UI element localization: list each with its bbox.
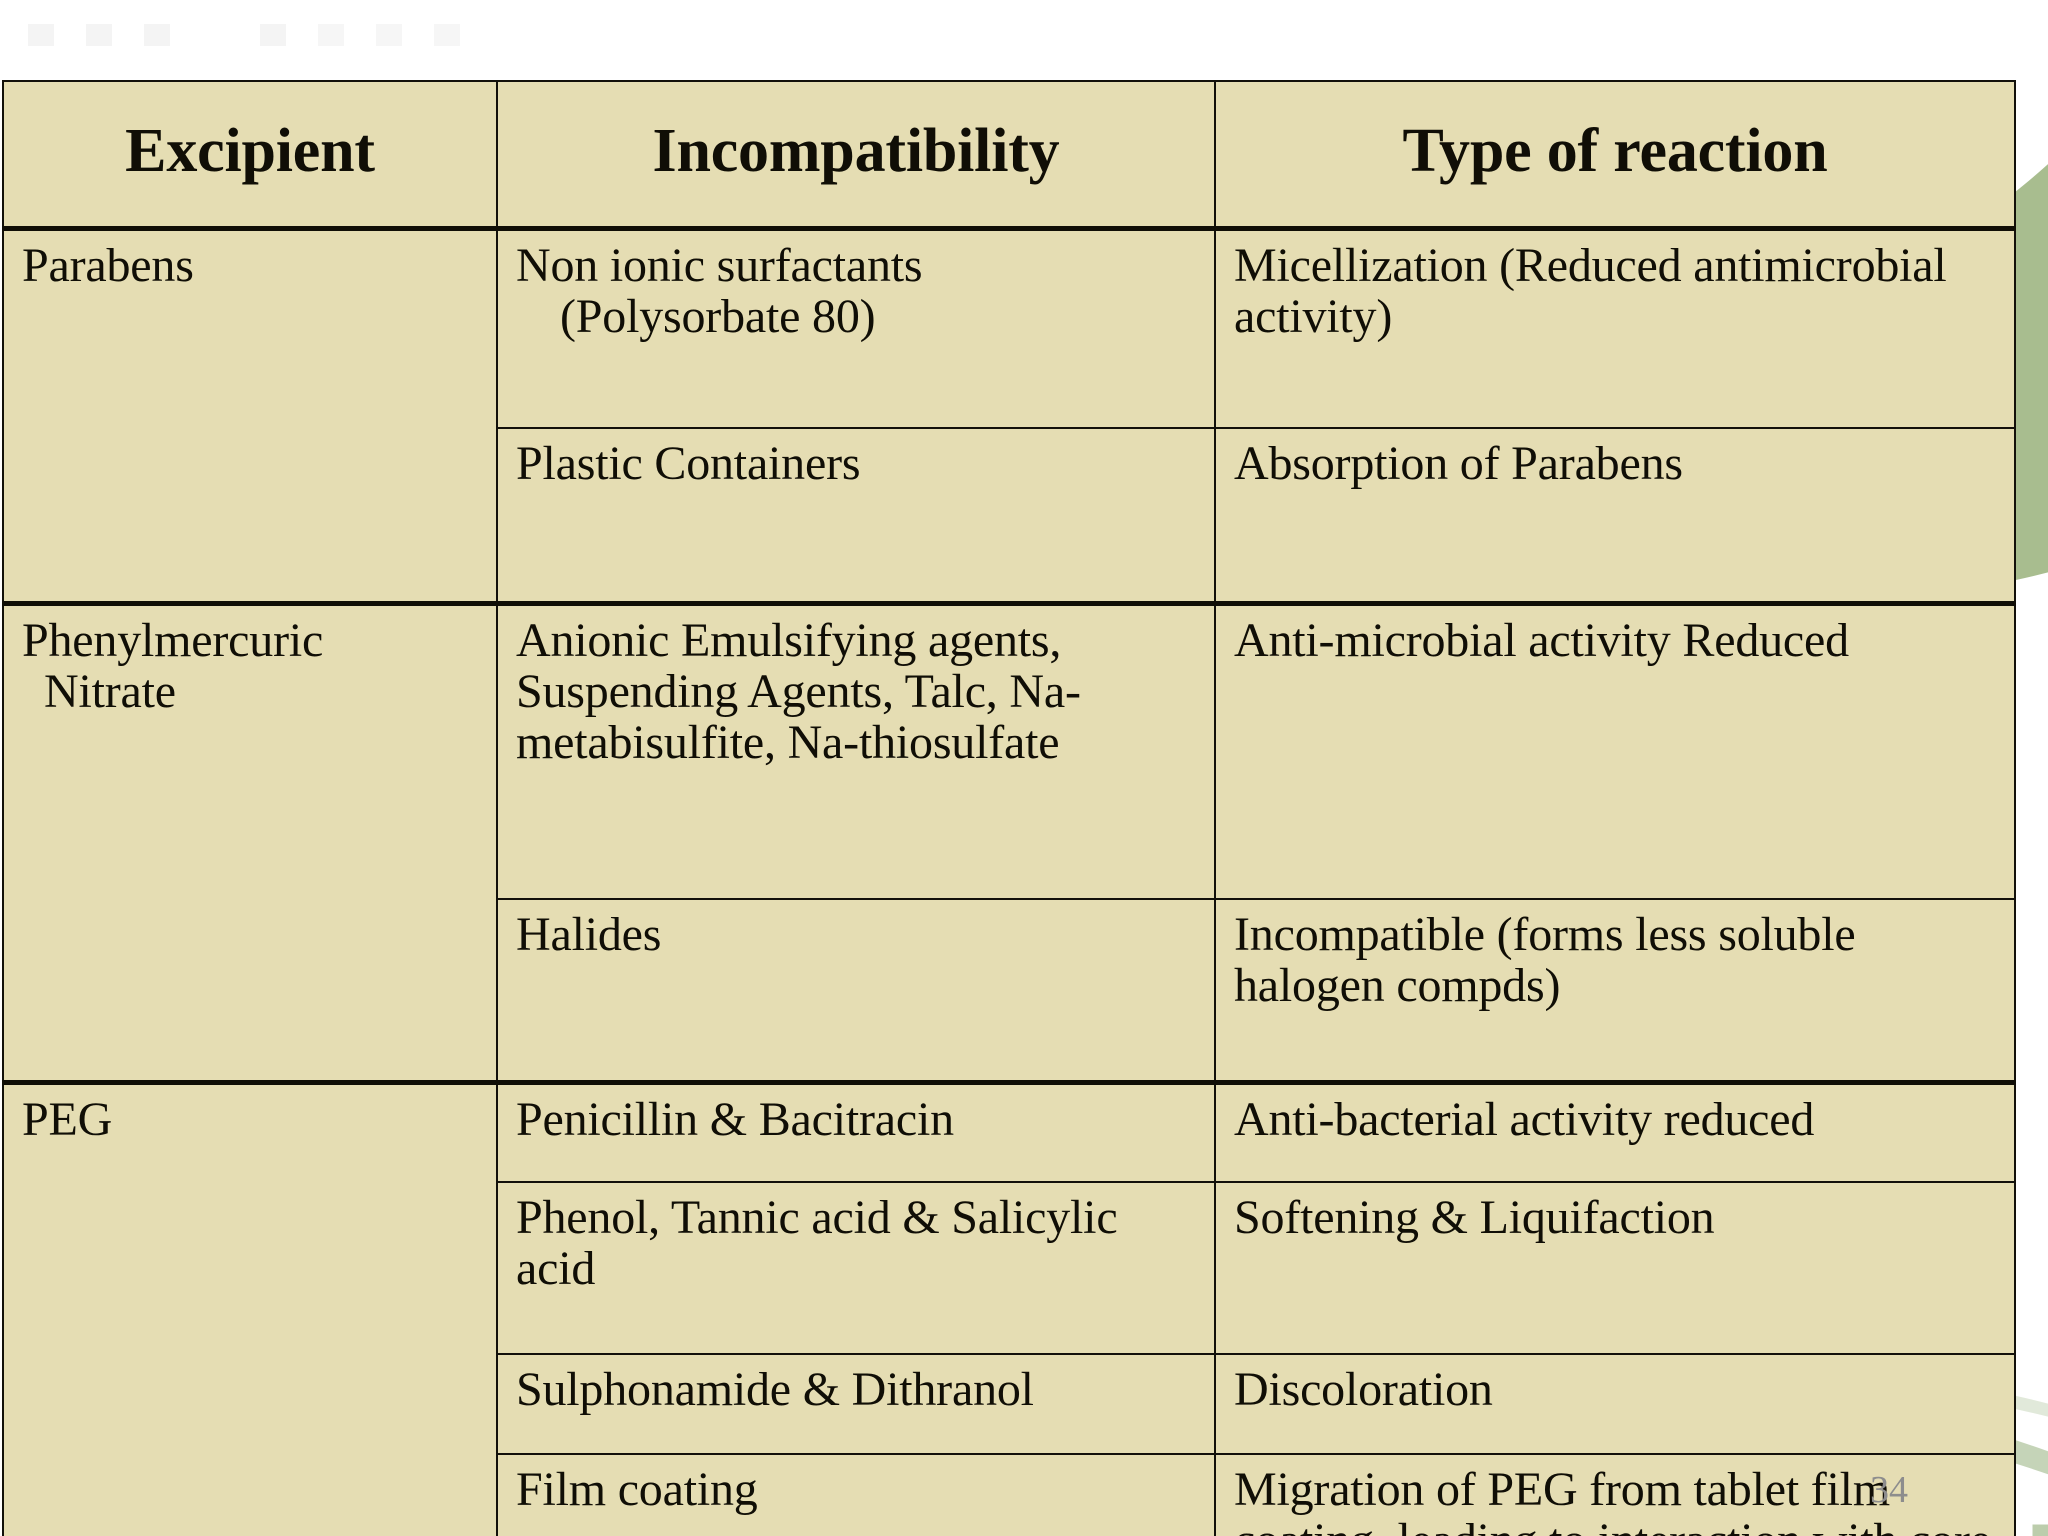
cell-incompatibility: Non ionic surfactants (Polysorbate 80) — [496, 226, 1216, 429]
incompatibility-table-wrapper: Excipient Incompatibility Type of reacti… — [2, 80, 2016, 1536]
excipient-incompatibility-table: Excipient Incompatibility Type of reacti… — [2, 80, 2016, 1536]
table-row: Sulphonamide & Dithranol Discoloration — [3, 1353, 2016, 1455]
cell-excipient-parabens: Parabens — [2, 226, 498, 605]
decorative-square — [318, 24, 344, 46]
decorative-square — [86, 24, 112, 46]
table-row: PEG Penicillin & Bacitracin Anti-bacteri… — [2, 1080, 2016, 1536]
cell-excipient-peg: PEG — [2, 1080, 498, 1536]
cell-reaction: Absorption of Parabens — [1214, 427, 2016, 605]
column-header-incompatibility: Incompatibility — [496, 80, 1216, 230]
page-number: 34 — [1870, 1469, 1908, 1511]
decorative-square — [376, 24, 402, 46]
table-header-row: Excipient Incompatibility Type of reacti… — [2, 80, 2016, 230]
column-header-excipient: Excipient — [2, 80, 498, 230]
table-row: Phenol, Tannic acid & Salicylic acid Sof… — [3, 1181, 2016, 1355]
cell-reaction: Migration of PEG from tablet film coatin… — [1214, 1453, 2016, 1536]
table-row: Plastic Containers Absorption of Paraben… — [3, 427, 2016, 605]
cell-excipient-phenylmercuric-nitrate: Phenylmercuric Nitrate — [2, 601, 498, 1084]
incompatibility-line-2: (Polysorbate 80) — [560, 289, 876, 343]
decorative-square — [260, 24, 286, 46]
cell-reaction: Incompatible (forms less soluble halogen… — [1214, 898, 2016, 1084]
cell-incompatibility: Film coating — [496, 1453, 1216, 1536]
table-row: Film coating Migration of PEG from table… — [3, 1453, 2016, 1536]
cell-reaction: Micellization (Reduced antimicrobial act… — [1214, 226, 2016, 429]
table-row: Phenylmercuric Nitrate Anionic Emulsifyi… — [2, 601, 2016, 1084]
cell-incompatibility: Sulphonamide & Dithranol — [496, 1353, 1216, 1455]
cell-reaction: Discoloration — [1214, 1353, 2016, 1455]
excipient-line-1: Phenylmercuric — [22, 614, 324, 667]
cell-reaction: Softening & Liquifaction — [1214, 1181, 2016, 1355]
table-row: Parabens Non ionic surfactants (Polysorb… — [2, 226, 2016, 605]
cell-incompatibility: Penicillin & Bacitracin — [496, 1080, 1216, 1183]
cell-reaction: Anti-microbial activity Reduced — [1214, 601, 2016, 900]
cell-incompatibility: Anionic Emulsifying agents, Suspending A… — [496, 601, 1216, 900]
column-header-type-of-reaction: Type of reaction — [1214, 80, 2016, 230]
table-row: Halides Incompatible (forms less soluble… — [3, 898, 2016, 1084]
cell-incompatibility: Plastic Containers — [496, 427, 1216, 605]
incompatibility-line-1: Non ionic surfactants — [516, 239, 923, 292]
decorative-square — [28, 24, 54, 46]
decorative-square — [434, 24, 460, 46]
cell-incompatibility: Halides — [496, 898, 1216, 1084]
decorative-square — [144, 24, 170, 46]
cell-reaction: Anti-bacterial activity reduced — [1214, 1080, 2016, 1183]
excipient-line-2: Nitrate — [44, 664, 176, 718]
cell-incompatibility: Phenol, Tannic acid & Salicylic acid — [496, 1181, 1216, 1355]
